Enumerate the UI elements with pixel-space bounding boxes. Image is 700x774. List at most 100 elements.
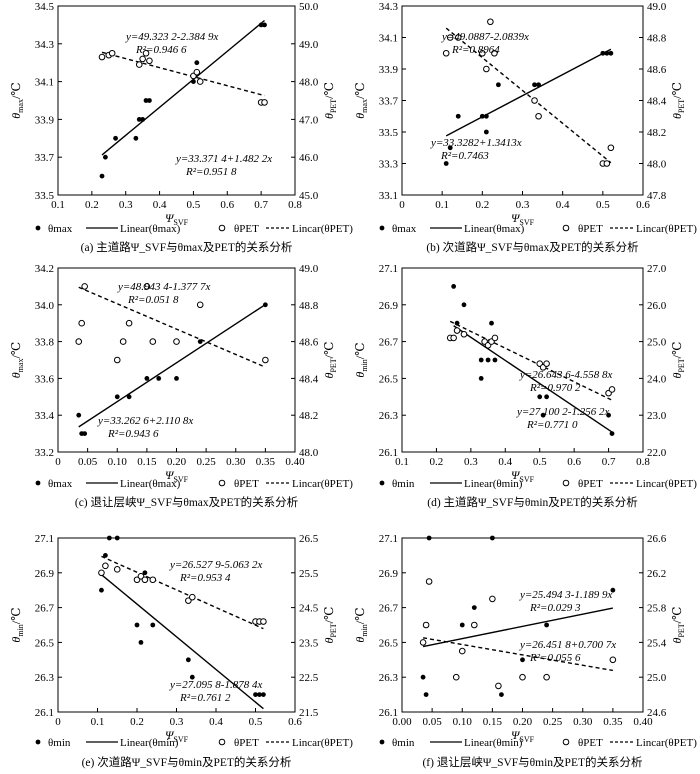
chart-panel-1: 0.1 0.2 0.3 0.4 0.5 0.6 0.7 0.8 33.5 33.7 33.9 34.1… — [9, 1, 353, 254]
y-left-tick-label: 26.5 — [35, 637, 55, 649]
y-right-tick-label: 48.2 — [299, 410, 318, 422]
point-left — [489, 320, 494, 326]
y-right-tick-label: 48.6 — [647, 64, 667, 76]
fit-line-left — [101, 19, 265, 156]
r2-right: R²=0.953 4 — [179, 572, 231, 584]
r2-right: R²=0.051 8 — [127, 294, 179, 306]
y-right-tick-label: 23.5 — [299, 637, 319, 649]
point-right — [102, 562, 109, 570]
y-left-tick-label: 34.1 — [379, 33, 398, 45]
y-left-tick-label: 33.6 — [35, 373, 55, 385]
point-right — [262, 356, 269, 364]
y-left-tick-label: 26.9 — [35, 568, 55, 580]
point-left — [191, 79, 196, 84]
legend-label-fit-left: Linear(θmin) — [120, 737, 179, 749]
point-left — [156, 376, 162, 381]
point-right — [495, 682, 502, 690]
x-axis-title-text: ΨSVF — [165, 468, 189, 484]
panel-caption: (c) 退让层峡Ψ_SVF与θmax及PET的关系分析 — [75, 495, 298, 509]
point-right — [607, 144, 615, 152]
y-left-tick-label: 33.7 — [35, 152, 55, 164]
legend-marker-right — [562, 224, 570, 232]
point-left — [492, 357, 498, 363]
x-axis-title: ΨSVF — [511, 468, 535, 484]
point-left — [499, 692, 504, 697]
y-left-axis-title-text: θmax/℃ — [9, 342, 25, 378]
point-right — [535, 112, 542, 120]
y-left-tick-label: 34.3 — [379, 1, 399, 13]
legend-label-fit-left: Linear(θmax) — [464, 223, 525, 235]
point-right — [519, 673, 526, 681]
point-right — [146, 57, 153, 65]
point-left — [106, 535, 112, 541]
y-left-tick-label: 26.5 — [379, 373, 399, 385]
r2-right: R²=0.8964 — [451, 44, 500, 56]
y-left-axis-title-text: θmin/℃ — [353, 342, 369, 377]
point-left — [489, 535, 495, 541]
legend-label-left: θmax — [48, 223, 73, 235]
legend-label-right: θPET — [578, 737, 603, 749]
point-right — [81, 283, 88, 290]
y-left-tick-label: 33.5 — [35, 190, 55, 202]
fit-line-left — [78, 303, 266, 428]
panel-caption: (a) 主道路Ψ_SVF与θmax及PET的关系分析 — [81, 240, 293, 254]
equation-right: y=26.527 9-5.063 2x — [169, 559, 262, 571]
point-left — [126, 394, 132, 400]
x-axis-title-text: ΨSVF — [511, 728, 535, 744]
point-right — [189, 593, 196, 601]
point-right — [196, 301, 204, 309]
y-left-tick-label: 33.8 — [35, 337, 55, 349]
chart-panel-3: 0 0.05 0.10 0.15 0.20 0.25 0.30 0.35 0.40 33.2 33.… — [9, 263, 353, 509]
chart-panel-5: 0 0.1 0.2 0.3 0.4 0.5 0.6 26.1 26.3 26.5 26.7 26.9 2… — [9, 533, 353, 769]
y-left-tick-label: 26.9 — [379, 568, 399, 580]
y-right-axis-title-text: θPET/℃ — [670, 607, 686, 644]
equation-right: y=49.0887-2.0839x — [441, 31, 529, 43]
y-left-tick-label: 26.9 — [379, 300, 399, 312]
point-left — [479, 113, 485, 119]
y-left-axis-title-text: θmax/℃ — [9, 82, 25, 118]
y-right-tick-label: 24.0 — [647, 373, 667, 385]
x-axis-title: ΨSVF — [511, 211, 535, 227]
x-tick-label: 0.1 — [91, 716, 105, 728]
y-right-axis-title: θPET/℃ — [670, 82, 686, 119]
y-right-tick-label: 25.0 — [647, 337, 667, 349]
y-left-tick-label: 26.7 — [379, 603, 399, 615]
y-right-axis-title-text: θPET/℃ — [322, 82, 338, 119]
point-right — [141, 576, 149, 584]
y-right-tick-label: 45.0 — [299, 190, 319, 202]
legend-label-fit-left: Linear(θmax) — [120, 478, 181, 490]
y-right-tick-label: 48.8 — [299, 300, 319, 312]
x-tick-label: 0.5 — [249, 716, 263, 728]
point-left — [174, 376, 179, 381]
point-right — [425, 578, 433, 585]
y-left-tick-label: 26.3 — [35, 672, 55, 684]
legend-label-fit-right: Lincar(θPET) — [636, 223, 697, 235]
point-right — [452, 673, 460, 681]
x-tick-label: 0.3 — [119, 199, 133, 211]
y-right-tick-label: 46.0 — [299, 152, 319, 164]
r2-right: R²=0.946 6 — [135, 44, 187, 56]
point-right — [75, 338, 83, 345]
legend-label-fit-right: Lincar(θPET) — [292, 223, 353, 235]
equation-right: y=49.323 2-2.384 9x — [125, 31, 218, 43]
y-right-tick-label: 48.4 — [299, 373, 319, 385]
legend-label-fit-left: Linear(θmin) — [464, 478, 523, 490]
x-tick-label: 0.5 — [596, 199, 610, 211]
y-left-tick-label: 27.1 — [35, 533, 54, 545]
fit-line-left — [445, 48, 612, 137]
y-right-axis-title-text: θPET/℃ — [670, 342, 686, 379]
x-tick-label: 0.15 — [483, 716, 503, 728]
point-right — [261, 99, 268, 106]
point-left — [478, 376, 484, 381]
y-right-axis-title: θPET/℃ — [322, 82, 338, 119]
point-left — [253, 692, 258, 697]
point-right — [260, 618, 267, 625]
equation-left: y=33.3282+1.3413x — [430, 137, 522, 149]
point-left — [103, 553, 108, 558]
legend-label-left: θmax — [48, 478, 73, 490]
point-left — [461, 302, 467, 308]
legend-label-fit-left: Linear(θmax) — [120, 223, 181, 235]
point-right — [531, 97, 538, 104]
